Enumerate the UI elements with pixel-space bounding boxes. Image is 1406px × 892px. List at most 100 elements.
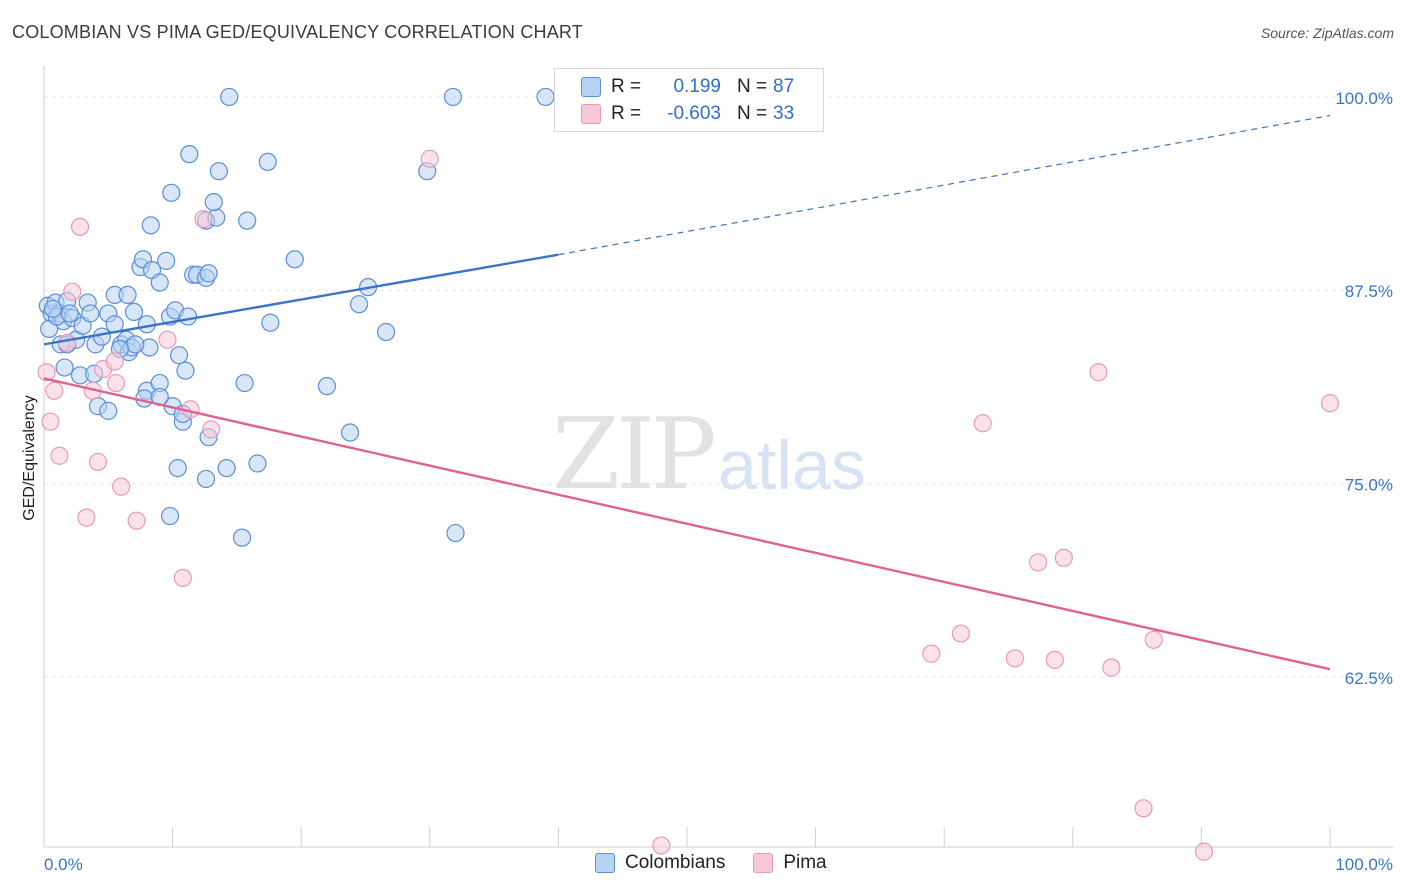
y-tick-label: 75.0% — [1345, 476, 1393, 495]
point-pima — [951, 624, 971, 643]
point-colombians — [178, 307, 198, 326]
point-pima — [88, 452, 108, 472]
point-colombians — [317, 377, 337, 396]
point-colombians — [285, 250, 304, 269]
point-colombians — [376, 322, 396, 342]
point-pima — [1005, 649, 1025, 668]
point-pima — [37, 363, 56, 382]
series-legend: Colombians Pima — [595, 852, 855, 874]
point-pima — [45, 381, 64, 400]
point-colombians — [204, 192, 223, 212]
point-colombians — [258, 152, 277, 171]
watermark-atlas: atlas — [718, 426, 866, 504]
point-colombians — [349, 295, 369, 314]
point-colombians — [248, 454, 267, 473]
point-pima — [1028, 553, 1048, 572]
point-colombians — [536, 87, 555, 107]
point-pima — [652, 836, 671, 855]
point-pima — [194, 210, 213, 229]
point-colombians — [176, 361, 195, 380]
n-label: N = — [737, 76, 768, 97]
n-value: 33 — [773, 103, 795, 124]
point-pima — [1054, 548, 1073, 567]
point-colombians — [180, 145, 199, 164]
chart-title: COLOMBIAN VS PIMA GED/EQUIVALENCY CORREL… — [12, 22, 583, 42]
point-colombians — [199, 264, 218, 283]
point-pima — [106, 373, 126, 393]
r-value: -0.603 — [667, 103, 721, 124]
legend-row-pima: R = -0.603 N = 33 — [581, 100, 794, 128]
point-pima — [202, 420, 221, 439]
legend-label-colombians: Colombians — [625, 852, 726, 873]
pink-swatch — [753, 853, 774, 873]
y-tick-label: 87.5% — [1345, 282, 1393, 301]
point-colombians — [157, 251, 176, 270]
point-pima — [1134, 799, 1153, 818]
blue-swatch — [581, 77, 601, 97]
point-colombians — [99, 401, 118, 420]
point-pima — [63, 282, 82, 301]
point-colombians — [55, 358, 74, 377]
n-label: N = — [737, 103, 768, 124]
y-axis-title: GED/Equivalency — [21, 395, 38, 520]
point-colombians — [446, 523, 465, 543]
point-colombians — [443, 87, 463, 107]
r-label: R = — [611, 76, 642, 97]
n-value: 87 — [773, 76, 795, 97]
legend-label-pima: Pima — [783, 852, 827, 873]
point-colombians — [60, 304, 79, 323]
blue-swatch — [595, 853, 615, 873]
point-pima — [1045, 650, 1064, 669]
point-colombians — [220, 87, 239, 107]
point-pima — [70, 217, 90, 236]
point-colombians — [162, 183, 181, 202]
r-value: 0.199 — [673, 76, 721, 97]
point-pima — [158, 330, 177, 349]
legend-item-colombians[interactable]: Colombians — [595, 852, 725, 874]
point-colombians — [196, 469, 216, 489]
point-colombians — [92, 327, 111, 346]
point-colombians — [43, 299, 63, 318]
point-pima — [173, 568, 192, 588]
point-pima — [105, 352, 124, 371]
point-pima — [50, 446, 69, 465]
point-colombians — [261, 313, 280, 332]
r-label: R = — [611, 103, 642, 124]
y-tick-label: 62.5% — [1345, 669, 1393, 688]
watermark-zip: ZIP — [552, 398, 717, 512]
legend-row-colombians: R = 0.199 N = 87 — [581, 73, 794, 101]
point-colombians — [160, 506, 180, 526]
point-pima — [1194, 842, 1214, 861]
point-pima — [127, 511, 146, 530]
x-tick-label-max: 100.0% — [1335, 855, 1393, 874]
trendline-extension-colombians — [558, 114, 1331, 256]
trendline-colombians — [43, 253, 559, 346]
pink-swatch — [581, 104, 601, 124]
point-pima — [922, 644, 941, 663]
point-pima — [973, 414, 992, 433]
point-colombians — [118, 285, 137, 304]
point-pima — [1320, 394, 1340, 413]
point-colombians — [126, 335, 145, 354]
point-pima — [1089, 363, 1108, 382]
x-tick-label-min: 0.0% — [44, 855, 83, 874]
correlation-legend: R = 0.199 N = 87 R = -0.603 N = 33 — [554, 68, 824, 132]
legend-item-pima[interactable]: Pima — [753, 852, 827, 874]
point-pima — [41, 412, 60, 431]
y-tick-label: 100.0% — [1335, 89, 1393, 108]
point-colombians — [340, 423, 360, 442]
point-pima — [77, 508, 96, 527]
point-pima — [420, 149, 439, 168]
point-colombians — [235, 373, 254, 393]
source-note: Source: ZipAtlas.com — [1260, 25, 1394, 41]
point-colombians — [150, 273, 169, 292]
point-colombians — [81, 304, 100, 323]
point-colombians — [232, 528, 252, 547]
point-colombians — [169, 346, 189, 365]
point-pima — [1102, 658, 1121, 677]
trendline-pima — [43, 377, 1331, 671]
point-colombians — [124, 302, 144, 321]
point-colombians — [168, 458, 187, 478]
point-colombians — [238, 211, 257, 230]
